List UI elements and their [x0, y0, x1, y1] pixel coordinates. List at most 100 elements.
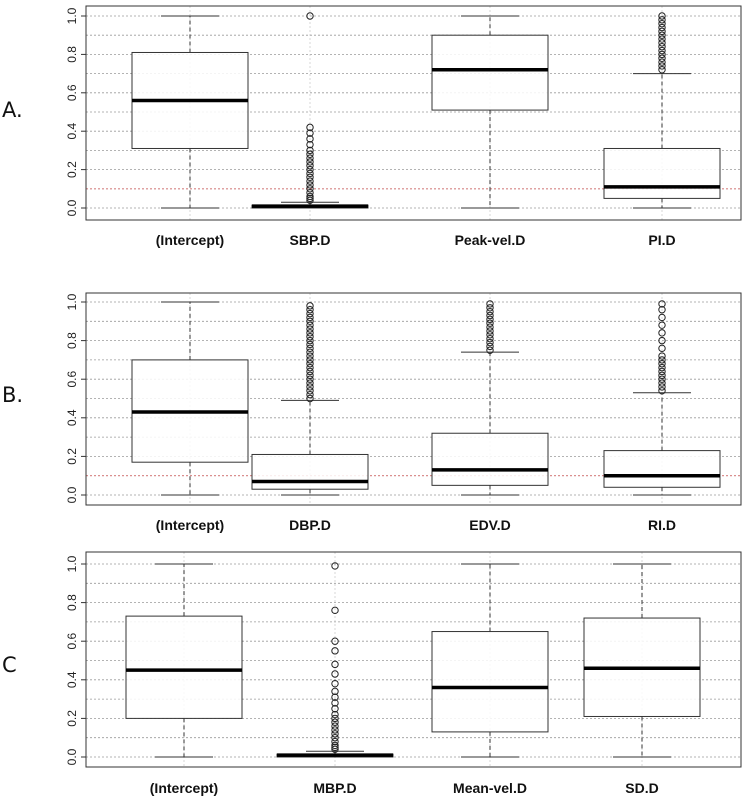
outlier-point — [486, 315, 494, 324]
outlier-point — [306, 313, 314, 322]
y-tick-label: 0.8 — [65, 332, 79, 349]
outlier-point — [658, 31, 666, 39]
outlier-point — [331, 710, 339, 719]
x-category-label: DBP.D — [289, 517, 331, 533]
outlier-point — [306, 352, 314, 360]
outlier-point — [486, 304, 494, 312]
outlier-point — [306, 309, 314, 318]
plot-frame — [85, 5, 742, 221]
outlier-point — [306, 325, 314, 333]
outlier-point — [331, 745, 339, 753]
y-tick-label: 0.6 — [65, 633, 79, 650]
outlier-point — [306, 394, 314, 403]
outlier-point — [331, 743, 339, 752]
outlier-point — [658, 23, 666, 32]
outlier-point — [658, 375, 666, 383]
outlier-point — [486, 331, 494, 339]
outlier-point — [306, 306, 314, 314]
box-intercept — [131, 301, 249, 496]
outlier-point — [331, 687, 339, 696]
outlier-point — [331, 730, 339, 738]
outlier-point — [658, 387, 666, 395]
outlier-point — [658, 360, 666, 368]
box-intercept — [131, 15, 249, 209]
outlier-point — [331, 737, 339, 746]
y-axis: 0.0 0.2 0.4 0.6 0.8 1.0 — [65, 293, 86, 503]
outlier-point — [306, 146, 314, 155]
outlier-point — [306, 123, 314, 132]
outlier-point — [658, 383, 666, 391]
outlier-point — [658, 62, 666, 70]
outlier-point — [306, 340, 314, 349]
box-mean-vel-d — [431, 563, 549, 758]
outlier-point — [658, 54, 666, 62]
x-category-label: (Intercept) — [150, 780, 218, 796]
x-category-label: (Intercept) — [156, 517, 224, 533]
outlier-point — [331, 647, 339, 655]
x-category-label: (Intercept) — [156, 232, 224, 248]
outlier-point — [331, 734, 339, 742]
outlier-point — [306, 192, 314, 201]
outlier-point — [486, 338, 494, 347]
outlier-point — [306, 185, 314, 193]
outlier-point — [306, 181, 314, 189]
outlier-point — [306, 162, 314, 170]
plot-frame — [85, 292, 742, 506]
x-category-label: MBP.D — [313, 780, 356, 796]
outlier-point — [306, 196, 314, 205]
outlier-point — [486, 311, 494, 320]
box-dbp-d — [251, 302, 369, 496]
x-category-label: Mean-vel.D — [453, 780, 527, 796]
y-tick-label: 1.0 — [65, 293, 79, 310]
outlier-point — [658, 306, 666, 314]
y-tick-label: 0.0 — [65, 748, 79, 765]
box-pi-d — [603, 12, 721, 209]
outlier-point — [306, 173, 314, 181]
outlier-point — [658, 12, 666, 20]
box-mbp-d — [276, 562, 394, 758]
outlier-point — [658, 336, 666, 345]
y-tick-label: 1.0 — [65, 555, 79, 572]
box-iqr — [603, 147, 721, 199]
outlier-point — [306, 367, 314, 376]
boxplot-panel-1: 0.0 0.2 0.4 0.6 0.8 1.0 (Intercept) SBP.D Peak-v… — [65, 5, 742, 248]
box-ri-d — [603, 300, 721, 496]
x-category-label: SBP.D — [290, 232, 331, 248]
panel-letter-a: A. — [2, 98, 23, 122]
outlier-point — [658, 356, 666, 364]
outlier-point — [306, 158, 314, 166]
panel-letter-b: B. — [2, 383, 24, 407]
box-intercept — [125, 563, 243, 758]
outlier-point — [658, 50, 666, 59]
box-iqr — [431, 432, 549, 486]
box-sd-d — [583, 563, 701, 758]
outlier-point — [658, 329, 666, 337]
outlier-point — [658, 379, 666, 387]
outlier-point — [306, 165, 314, 174]
outlier-point — [658, 35, 666, 43]
y-tick-label: 0.2 — [65, 710, 79, 727]
outlier-point — [658, 300, 666, 308]
outlier-point — [331, 705, 339, 713]
x-category-label: SD.D — [625, 780, 658, 796]
y-tick-label: 0.4 — [65, 671, 79, 688]
outlier-point — [306, 336, 314, 345]
outlier-point — [658, 321, 666, 329]
y-tick-label: 0.4 — [65, 123, 79, 140]
outlier-point — [331, 606, 339, 615]
outlier-point — [658, 344, 666, 353]
outlier-point — [658, 66, 666, 74]
y-axis: 0.0 0.2 0.4 0.6 0.8 1.0 — [65, 555, 86, 765]
outlier-point — [306, 360, 314, 368]
outlier-point — [658, 43, 666, 51]
outlier-point — [658, 313, 666, 322]
outlier-point — [306, 150, 314, 158]
outlier-point — [486, 342, 494, 351]
y-axis: 0.0 0.2 0.4 0.6 0.8 1.0 — [65, 7, 86, 216]
outlier-point — [331, 670, 339, 678]
outlier-point — [331, 562, 339, 570]
outlier-point — [306, 12, 314, 20]
x-category-label: Peak-vel.D — [455, 232, 526, 248]
y-tick-label: 0.0 — [65, 486, 79, 503]
